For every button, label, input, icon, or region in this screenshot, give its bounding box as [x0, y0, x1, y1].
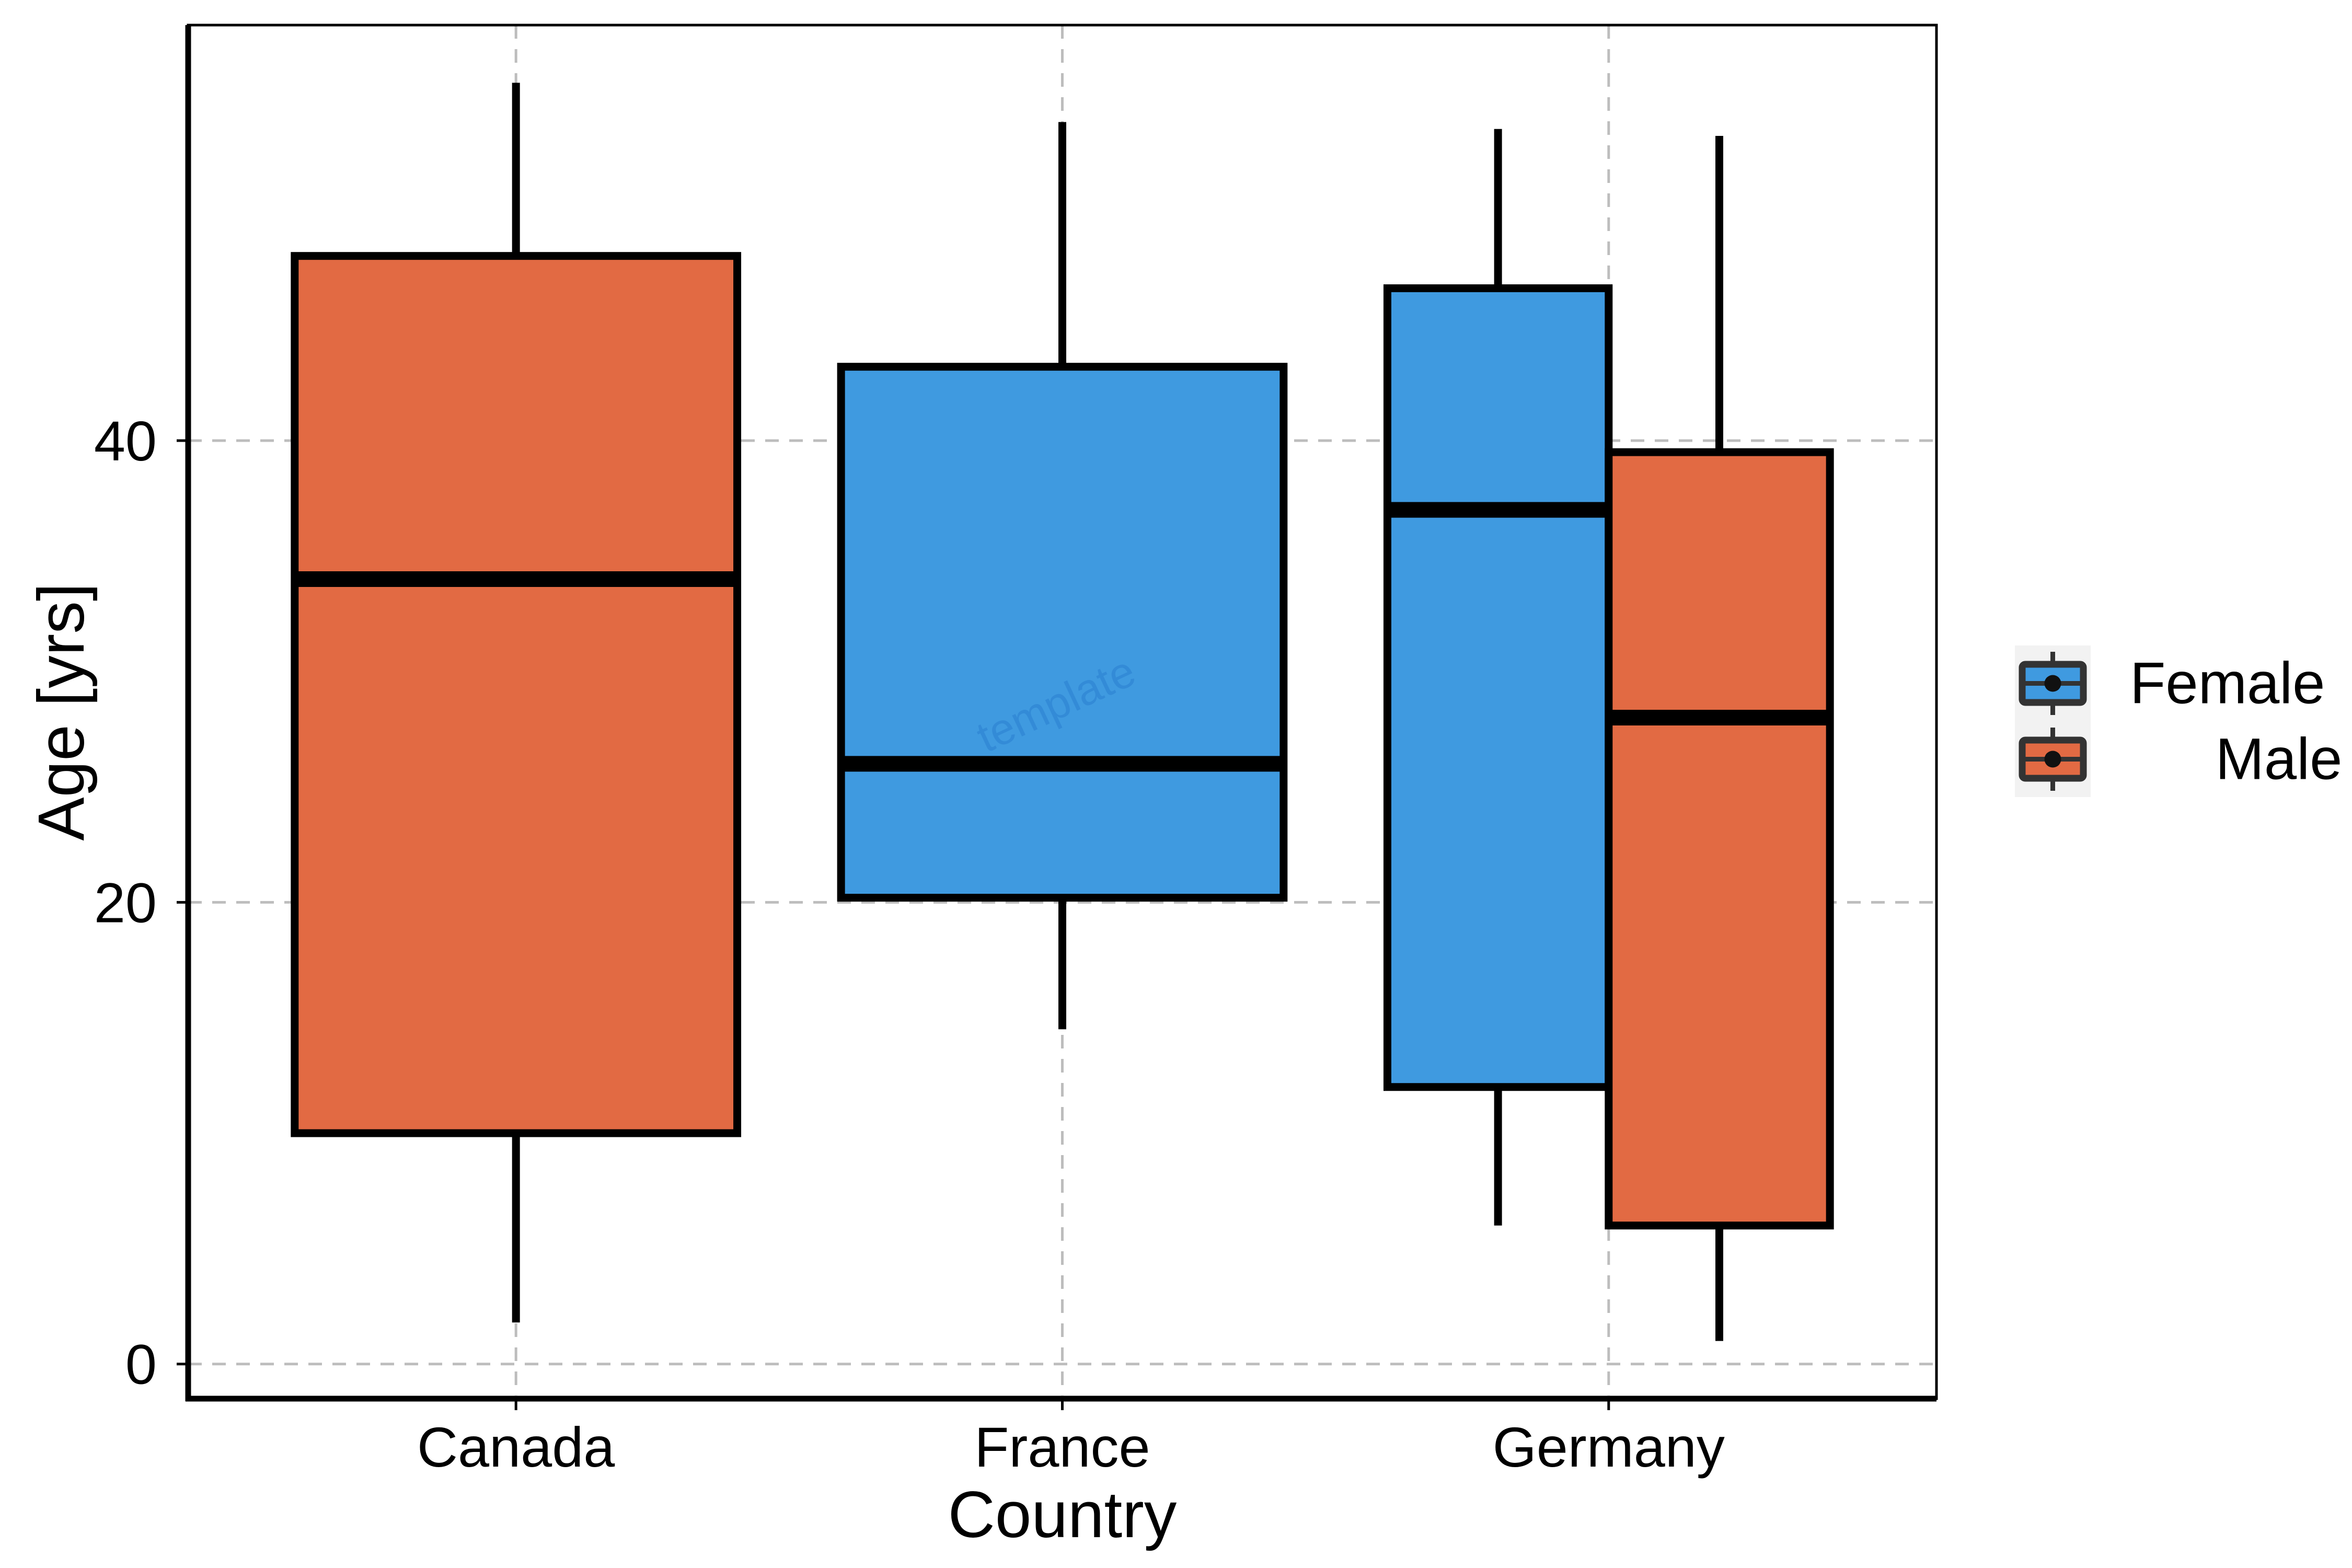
- box-germany-female: [1383, 129, 1613, 1226]
- legend: Female Male: [2015, 645, 2342, 797]
- x-tick-label-1: France: [974, 1415, 1150, 1479]
- y-axis-ticks: 0 20 40: [94, 409, 188, 1396]
- y-tick-label-2: 40: [94, 409, 157, 472]
- legend-key-dot: [2044, 675, 2061, 692]
- y-tick-label-0: 0: [125, 1333, 157, 1396]
- box-germany-male: [1605, 136, 1834, 1341]
- x-axis-title: Country: [948, 1479, 1177, 1551]
- box-body: [837, 363, 1288, 902]
- legend-label: Male: [2216, 727, 2343, 792]
- x-tick-label-0: Canada: [417, 1415, 615, 1479]
- legend-item-female: Female: [2019, 651, 2325, 716]
- box-body: [291, 252, 742, 1137]
- legend-item-male: Male: [2019, 727, 2343, 792]
- boxplots: [291, 83, 1834, 1341]
- y-axis-title: Age [yrs]: [25, 583, 98, 840]
- x-tick-label-2: Germany: [1493, 1415, 1725, 1479]
- legend-key-dot: [2044, 751, 2061, 768]
- box-france-female: [837, 122, 1288, 1030]
- box-canada-male: [291, 83, 742, 1323]
- legend-label: Female: [2130, 651, 2325, 716]
- box-body: [1383, 284, 1613, 1091]
- box-body: [1605, 448, 1834, 1230]
- y-tick-label-1: 20: [94, 871, 157, 934]
- x-axis-ticks: Canada France Germany: [417, 1399, 1725, 1479]
